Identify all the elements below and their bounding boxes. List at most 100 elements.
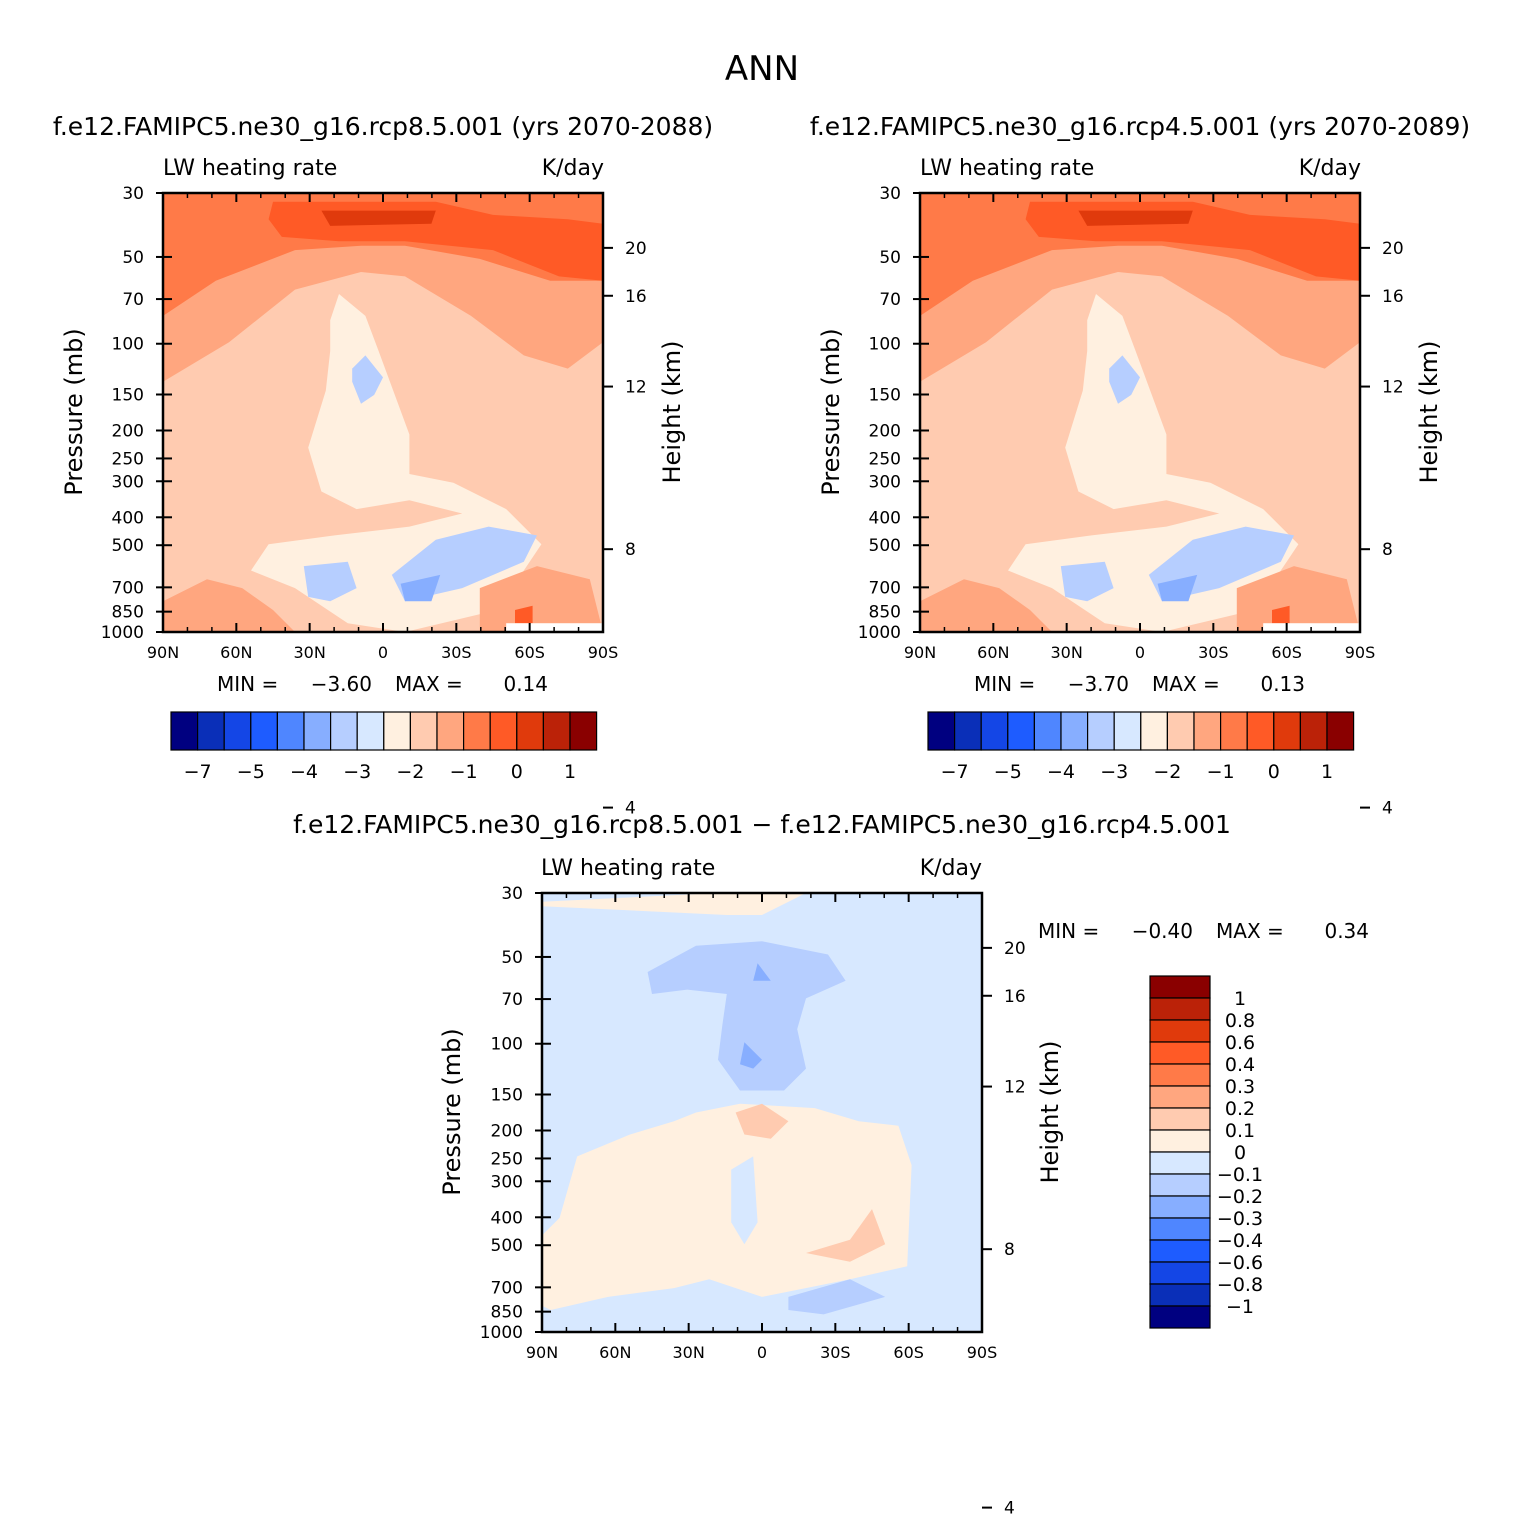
colorbar-swatch bbox=[1149, 1217, 1211, 1241]
colorbar-swatch bbox=[356, 711, 385, 751]
colorbar-swatch bbox=[1140, 711, 1169, 751]
y-right-tick-label: 8 bbox=[1382, 540, 1393, 560]
y-tick-label: 50 bbox=[501, 948, 523, 968]
x-tick-label: 90S bbox=[967, 1343, 998, 1362]
contour-plot: 90N 60N 30N 0 30S 60S 90S 30 50 70 100 150 200 250 300… bbox=[480, 884, 1026, 1519]
panel-case-title: f.e12.FAMIPC5.ne30_g16.rcp4.5.001 (yrs 2… bbox=[810, 112, 1470, 141]
max-value: 0.14 bbox=[503, 672, 548, 696]
colorbar-swatch bbox=[1149, 1129, 1211, 1153]
colorbar-label: −0.6 bbox=[1217, 1252, 1263, 1274]
colorbar-label: −7 bbox=[941, 761, 969, 783]
colorbar-swatch bbox=[1149, 1107, 1211, 1131]
contour-cooling bbox=[352, 355, 383, 404]
x-tick-label: 90S bbox=[588, 643, 619, 662]
colorbar-swatch bbox=[516, 711, 544, 751]
colorbar-label: −5 bbox=[237, 761, 265, 783]
y-tick-label: 1000 bbox=[480, 1323, 523, 1343]
contour-warm-surface bbox=[479, 566, 603, 632]
contour-positive bbox=[542, 893, 806, 915]
colorbar-swatch bbox=[276, 711, 305, 751]
y-right-tick-label: 12 bbox=[1382, 378, 1404, 398]
y-right-tick-label: 16 bbox=[1004, 987, 1026, 1007]
y-tick-label: 500 bbox=[491, 1236, 523, 1256]
y-right-tick-label: 12 bbox=[625, 378, 647, 398]
colorbar-label: 0 bbox=[511, 761, 523, 783]
colorbar-label: 1 bbox=[564, 761, 576, 783]
colorbar-swatch bbox=[409, 711, 438, 751]
colorbar-swatch bbox=[1219, 711, 1248, 751]
contour-warm-surface bbox=[1236, 566, 1360, 632]
colorbar-label: 1 bbox=[1234, 988, 1246, 1010]
colorbar-label: −7 bbox=[184, 761, 212, 783]
colorbar-label: −4 bbox=[290, 761, 318, 783]
min-value: −0.40 bbox=[1132, 919, 1193, 943]
contour-warm-surface bbox=[1272, 605, 1290, 624]
contour-negative bbox=[753, 963, 771, 981]
y-tick-label: 400 bbox=[112, 508, 144, 528]
colorbar-swatch bbox=[330, 711, 358, 751]
y-tick-label: 200 bbox=[491, 1122, 523, 1142]
y-tick-label: 1000 bbox=[101, 623, 144, 643]
colorbar-label: 1 bbox=[1321, 761, 1333, 783]
min-value: −3.70 bbox=[1068, 672, 1129, 696]
colorbar-swatch bbox=[303, 711, 332, 751]
panel-rcp85: f.e12.FAMIPC5.ne30_g16.rcp8.5.001 (yrs 2… bbox=[53, 112, 713, 819]
contour-negative bbox=[788, 1279, 886, 1315]
y-right-tick-label: 16 bbox=[625, 287, 647, 307]
colorbar-label: −1 bbox=[450, 761, 478, 783]
y-tick-label: 70 bbox=[122, 290, 144, 310]
x-tick-label: 30S bbox=[820, 1343, 851, 1362]
y-tick-label: 400 bbox=[491, 1208, 523, 1228]
y-tick-label: 700 bbox=[112, 578, 144, 598]
y-tick-label: 700 bbox=[869, 578, 901, 598]
y-axis-right-title: Height (km) bbox=[1415, 341, 1443, 484]
y-tick-label: 850 bbox=[112, 603, 144, 623]
y-tick-label: 100 bbox=[112, 335, 144, 355]
field-label: LW heating rate bbox=[920, 156, 1094, 181]
units-label: K/day bbox=[920, 856, 982, 881]
y-tick-label: 250 bbox=[112, 449, 144, 469]
colorbar-label: −4 bbox=[1047, 761, 1075, 783]
colorbar-swatch bbox=[1149, 975, 1211, 999]
colorbar-label: 0.1 bbox=[1225, 1120, 1255, 1142]
x-tick-label: 60N bbox=[599, 1343, 631, 1362]
y-right-tick-label: 4 bbox=[625, 799, 636, 819]
x-tick-label: 60N bbox=[220, 643, 252, 662]
colorbar-swatch bbox=[542, 711, 571, 751]
y-tick-label: 200 bbox=[112, 422, 144, 442]
colorbar-swatch bbox=[1086, 711, 1115, 751]
colorbar-swatch bbox=[927, 711, 956, 751]
colorbar: 10.80.60.40.30.20.10−0.1−0.2−0.3−0.4−0.6… bbox=[1149, 975, 1263, 1329]
y-axis-title: Pressure (mb) bbox=[60, 328, 88, 495]
colorbar-swatch bbox=[1166, 711, 1195, 751]
colorbar-swatch bbox=[1060, 711, 1089, 751]
x-tick-label: 30S bbox=[441, 643, 472, 662]
x-tick-label: 90N bbox=[147, 643, 179, 662]
colorbar-label: 0.4 bbox=[1225, 1054, 1255, 1076]
colorbar-swatch bbox=[1149, 1151, 1211, 1175]
colorbar-swatch bbox=[1149, 1173, 1211, 1197]
colorbar-swatch bbox=[223, 711, 252, 751]
y-right-tick-label: 20 bbox=[1004, 939, 1026, 959]
colorbar-swatch bbox=[1273, 711, 1302, 751]
contour-negative bbox=[740, 1042, 762, 1069]
y-tick-label: 700 bbox=[491, 1278, 523, 1298]
colorbar-label: 0.6 bbox=[1225, 1032, 1255, 1054]
y-axis-right-title: Height (km) bbox=[1036, 1041, 1064, 1184]
colorbar-label: −1 bbox=[1207, 761, 1235, 783]
colorbar-swatch bbox=[170, 711, 199, 751]
colorbar-label: 0.3 bbox=[1225, 1076, 1255, 1098]
max-label: MAX = bbox=[1152, 672, 1220, 696]
y-tick-label: 150 bbox=[112, 385, 144, 405]
y-tick-label: 500 bbox=[869, 536, 901, 556]
colorbar-swatch bbox=[980, 711, 1009, 751]
colorbar-label: −0.4 bbox=[1217, 1230, 1263, 1252]
colorbar-swatch bbox=[1113, 711, 1142, 751]
contour-warm-surface bbox=[920, 579, 1052, 632]
y-tick-label: 30 bbox=[879, 184, 901, 204]
min-label: MIN = bbox=[974, 672, 1035, 696]
y-tick-label: 30 bbox=[501, 884, 523, 904]
max-label: MAX = bbox=[395, 672, 463, 696]
x-tick-label: 30N bbox=[294, 643, 326, 662]
